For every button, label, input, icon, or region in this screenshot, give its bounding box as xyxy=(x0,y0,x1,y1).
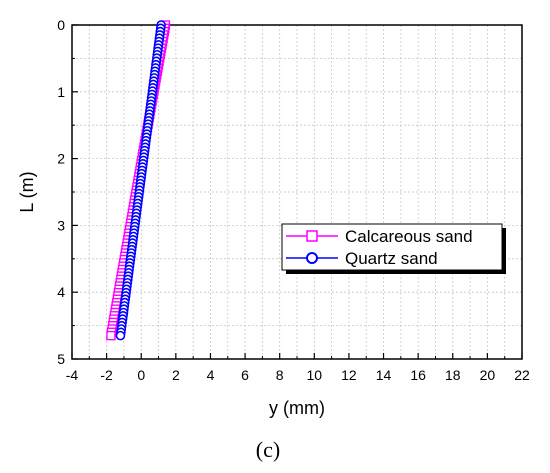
y-tick-labels: 0 1 2 3 4 5 xyxy=(57,17,65,367)
x-tick-label: 16 xyxy=(410,367,426,383)
y-tick-label: 1 xyxy=(57,84,65,100)
series-layer xyxy=(106,20,171,341)
y-tick-label: 5 xyxy=(57,351,65,367)
y-axis-label: L (m) xyxy=(17,171,37,212)
axis-ticks xyxy=(71,24,523,360)
legend-marker-circle xyxy=(306,252,318,264)
x-axis-label: y (mm) xyxy=(269,398,325,418)
x-tick-label: 6 xyxy=(241,367,249,383)
x-tick-label: 18 xyxy=(445,367,461,383)
x-tick-labels: -4 -2 0 2 4 6 8 10 12 14 16 18 20 22 xyxy=(66,367,530,383)
legend: Calcareous sand Quartz sand xyxy=(281,223,506,274)
x-tick-label: 20 xyxy=(480,367,496,383)
x-tick-label: 8 xyxy=(276,367,284,383)
legend-label: Quartz sand xyxy=(345,249,438,268)
x-tick-label: 22 xyxy=(514,367,530,383)
legend-item: Quartz sand xyxy=(286,249,438,268)
x-tick-label: 0 xyxy=(137,367,145,383)
x-tick-label: -4 xyxy=(66,367,79,383)
data-point-square xyxy=(106,330,116,341)
y-tick-label: 0 xyxy=(57,17,65,33)
y-tick-label: 4 xyxy=(57,284,65,300)
series-quartz-sand xyxy=(115,20,166,341)
x-tick-label: 14 xyxy=(376,367,392,383)
x-tick-label: 10 xyxy=(307,367,323,383)
legend-item: Calcareous sand xyxy=(286,227,473,246)
x-tick-label: 12 xyxy=(341,367,357,383)
legend-label: Calcareous sand xyxy=(345,227,473,246)
x-tick-label: 4 xyxy=(207,367,215,383)
y-tick-label: 3 xyxy=(57,217,65,233)
x-tick-label: 2 xyxy=(172,367,180,383)
legend-marker-square xyxy=(306,230,318,242)
figure-caption: (c) xyxy=(256,437,280,462)
data-point-circle xyxy=(115,330,126,341)
x-tick-label: -2 xyxy=(100,367,113,383)
y-tick-label: 2 xyxy=(57,151,65,167)
legend-box xyxy=(281,223,503,271)
